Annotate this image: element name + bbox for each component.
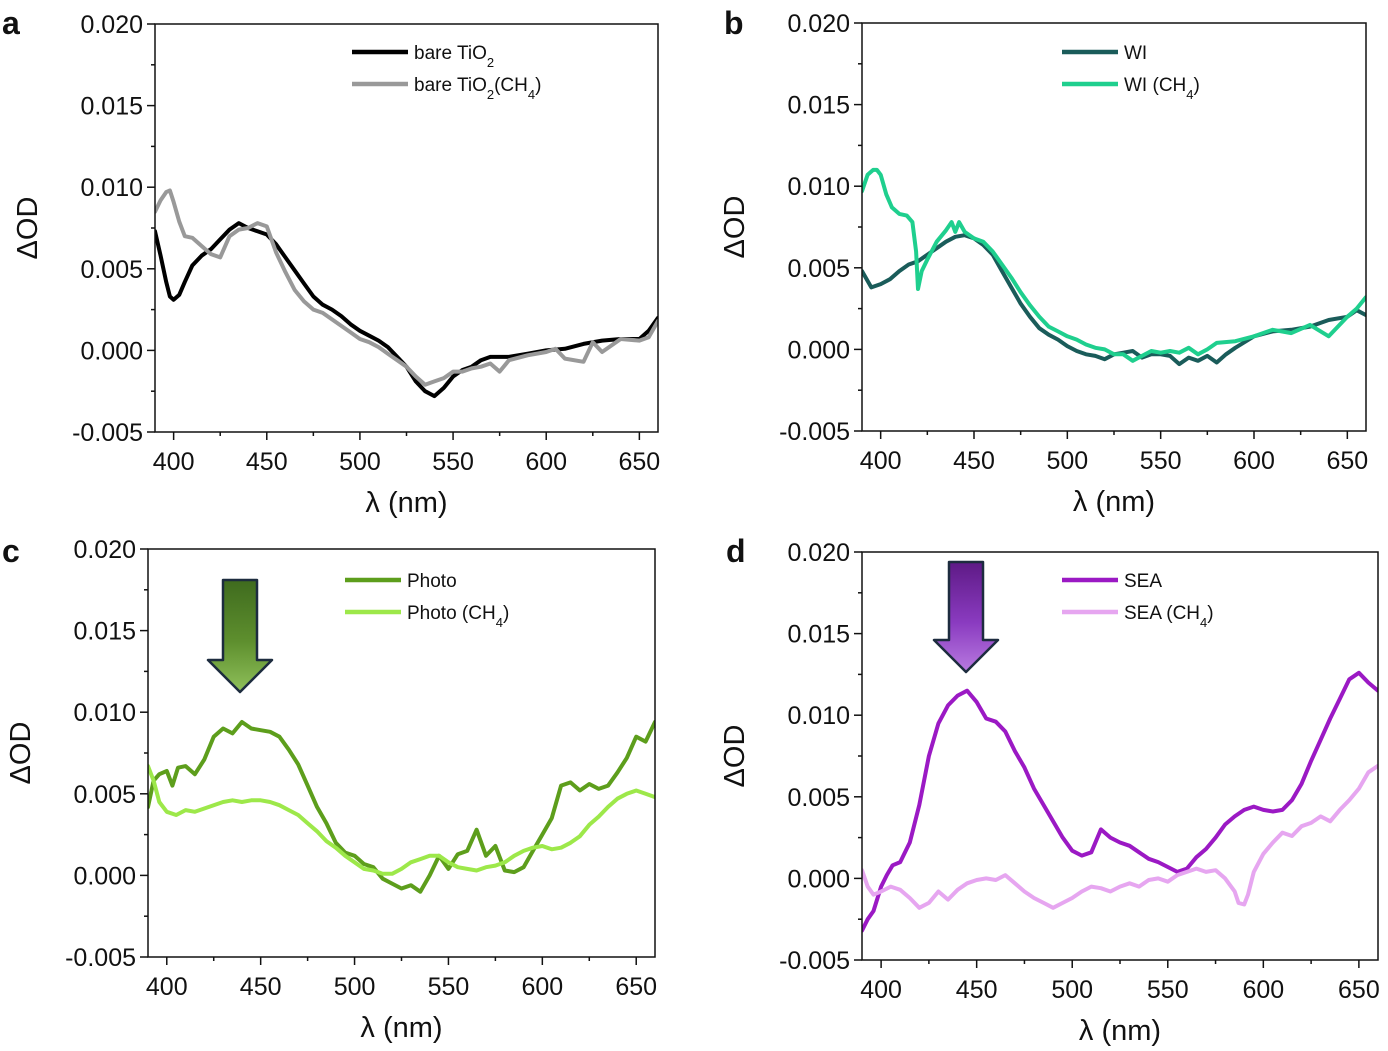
legend-label-1: Photo [407,571,457,592]
legend-label-2: Photo (CH4) [407,603,509,630]
down-arrow-green-icon [206,578,274,694]
x-tick-label: 500 [339,448,381,476]
x-tick-label: 450 [953,447,995,475]
y-tick-label: 0.005 [787,255,850,283]
x-tick-label: 600 [521,973,563,1001]
y-tick-label: 0.000 [80,337,143,365]
x-tick-label: 500 [334,973,376,1001]
chart-panel-b: b 400 450 500 550 600 650 -0.005 0.000 0.005 0.010… [719,5,1368,518]
y-tick-label: 0.015 [787,92,850,120]
y-tick-label: 0.015 [73,618,136,646]
y-tick-label: 0.010 [73,699,136,727]
x-tick-label: 550 [428,973,470,1001]
panel-letter: d [726,533,746,569]
x-tick-label: 650 [1338,976,1380,1004]
y-tick-label: 0.005 [80,256,143,284]
x-tick-label: 650 [619,448,661,476]
y-tick-label: -0.005 [779,947,850,975]
x-tick-label: 650 [615,973,657,1001]
y-axis-title: ΔOD [719,196,751,259]
x-tick-label: 500 [1046,447,1088,475]
series-line-1 [148,720,655,894]
legend-label-2: SEA (CH4) [1124,603,1214,630]
y-tick-label: 0.015 [787,621,850,649]
y-axis-title: ΔOD [5,722,37,785]
y-tick-label: 0.010 [80,174,143,202]
y-tick-label: 0.020 [787,539,850,567]
x-axis-title: λ (nm) [1079,1015,1161,1047]
chart-panel-a: a 400 450 500 550 600 650 -0.005 0.000 0.005 0.010… [2,5,660,519]
legend-label-2: bare TiO2(CH4) [414,75,541,102]
x-tick-label: 550 [1147,976,1189,1004]
series-line-1 [862,233,1366,367]
x-tick-label: 400 [153,448,195,476]
x-axis-title: λ (nm) [360,1012,442,1044]
panel-letter: c [2,533,20,569]
y-tick-label: 0.010 [787,173,850,201]
y-tick-label: 0.000 [73,862,136,890]
chart-panel-d: d 400 450 500 550 600 650 -0.005 0.000 0.005 0.010… [719,533,1380,1047]
x-axis-title: λ (nm) [1073,486,1155,518]
x-tick-label: 400 [860,447,902,475]
y-axis-title: ΔOD [719,725,751,788]
series-line-2 [148,764,655,876]
x-axis-title: λ (nm) [365,487,447,519]
y-axis-title: ΔOD [12,197,44,260]
y-tick-label: 0.005 [787,784,850,812]
series-line-2 [862,167,1366,363]
x-tick-label: 400 [860,976,902,1004]
x-tick-label: 500 [1051,976,1093,1004]
legend-label-1: WI [1124,43,1147,64]
x-tick-label: 550 [1140,447,1182,475]
series-line-1 [155,221,658,399]
x-tick-label: 450 [240,973,282,1001]
x-tick-label: 650 [1326,447,1368,475]
chart-panel-c: c 400 450 500 550 600 650 -0.005 0.000 0.005 0.010… [2,533,657,1044]
legend-label-1: bare TiO2 [414,43,494,70]
x-tick-label: 550 [432,448,474,476]
panel-letter: b [724,5,744,41]
plot-frame [861,551,1379,961]
legend-label-1: SEA [1124,571,1162,592]
x-tick-label: 600 [1242,976,1284,1004]
y-tick-label: 0.010 [787,702,850,730]
legend-label-2: WI (CH4) [1124,75,1200,102]
y-tick-label: 0.005 [73,781,136,809]
x-tick-label: 600 [525,448,567,476]
y-tick-label: 0.000 [787,865,850,893]
y-tick-label: 0.000 [787,336,850,364]
y-tick-label: -0.005 [65,944,136,972]
x-tick-label: 400 [146,973,188,1001]
series-line-1 [862,670,1378,933]
x-tick-label: 450 [956,976,998,1004]
x-tick-label: 450 [246,448,288,476]
y-tick-label: 0.020 [80,11,143,39]
series-line-2 [862,763,1378,910]
y-tick-label: -0.005 [72,419,143,447]
x-tick-label: 600 [1233,447,1275,475]
y-tick-label: 0.020 [787,10,850,38]
down-arrow-purple-icon [932,560,1000,674]
series-line-2 [155,188,658,387]
panel-letter: a [2,5,20,41]
y-tick-label: 0.020 [73,536,136,564]
y-tick-label: -0.005 [779,418,850,446]
y-tick-label: 0.015 [80,93,143,121]
